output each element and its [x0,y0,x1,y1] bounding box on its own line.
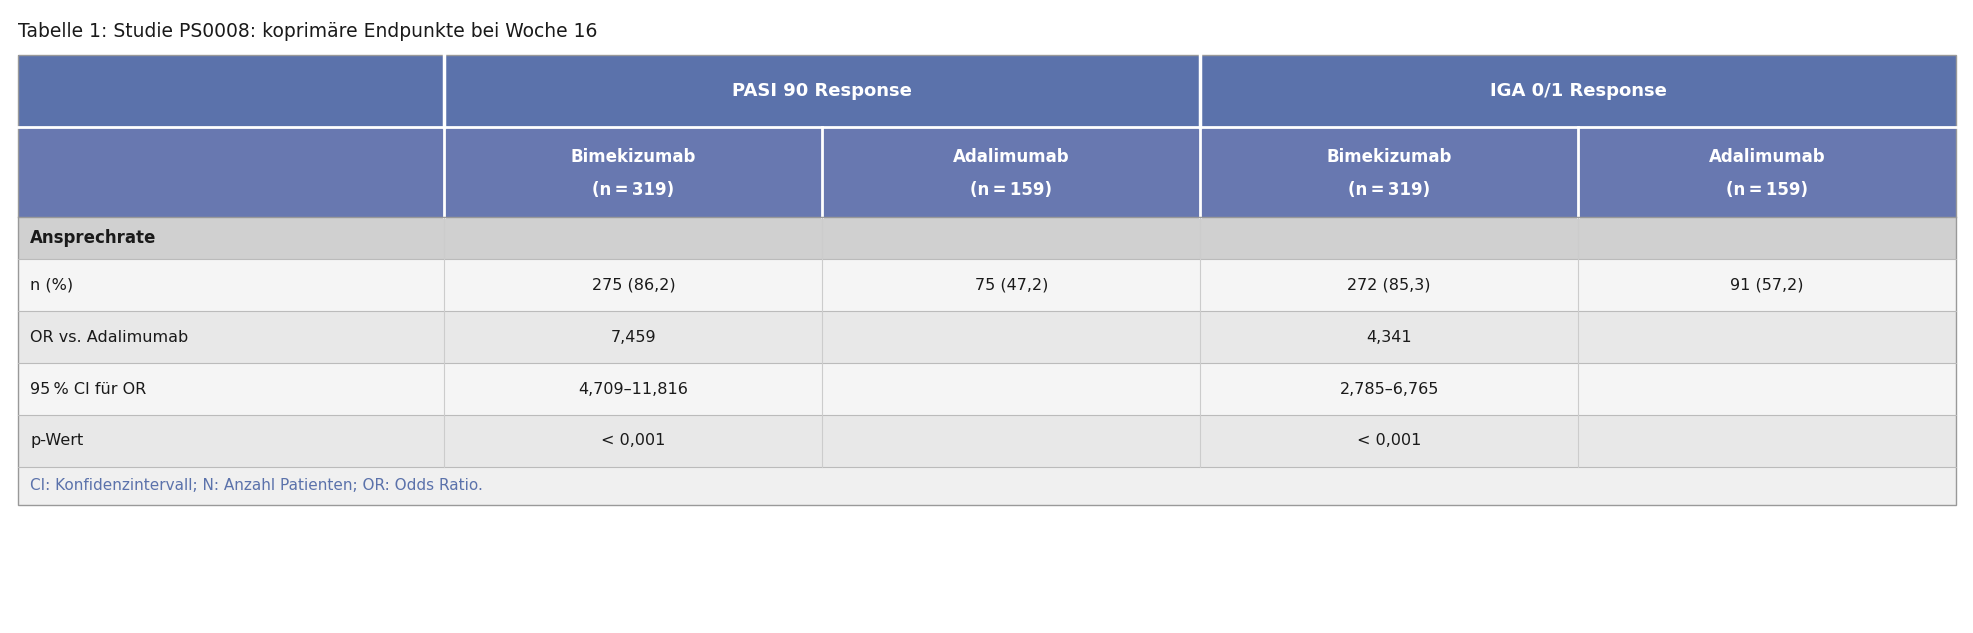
Text: p-Wert: p-Wert [30,434,83,449]
Text: Bimekizumab: Bimekizumab [570,147,696,166]
Bar [18,55,1955,505]
Text: Bimekizumab: Bimekizumab [1326,147,1450,166]
Text: (n = 319): (n = 319) [1348,181,1430,199]
Text: 272 (85,3): 272 (85,3) [1348,277,1430,292]
Text: (n = 319): (n = 319) [592,181,675,199]
Bar [18,259,1955,311]
Bar [18,311,1955,363]
Text: (n = 159): (n = 159) [1724,181,1807,199]
Bar [18,55,444,127]
Text: 2,785–6,765: 2,785–6,765 [1340,382,1438,396]
Text: 91 (57,2): 91 (57,2) [1730,277,1803,292]
Bar [18,415,1955,467]
Bar [823,127,1200,217]
Bar [18,217,1955,259]
Text: (n = 159): (n = 159) [971,181,1052,199]
Text: IGA 0/1 Response: IGA 0/1 Response [1490,82,1665,100]
Text: Tabelle 1: Studie PS0008: koprimäre Endpunkte bei Woche 16: Tabelle 1: Studie PS0008: koprimäre Endp… [18,22,598,41]
Text: CI: Konfidenzintervall; N: Anzahl Patienten; OR: Odds Ratio.: CI: Konfidenzintervall; N: Anzahl Patien… [30,479,483,494]
Bar [18,127,444,217]
Text: 4,709–11,816: 4,709–11,816 [578,382,689,396]
Text: PASI 90 Response: PASI 90 Response [732,82,912,100]
Text: n (%): n (%) [30,277,73,292]
Text: 4,341: 4,341 [1365,330,1411,344]
Text: 95 % CI für OR: 95 % CI für OR [30,382,146,396]
Text: Adalimumab: Adalimumab [1709,147,1825,166]
Text: Adalimumab: Adalimumab [953,147,1069,166]
Text: < 0,001: < 0,001 [1355,434,1421,449]
Bar [1200,55,1955,127]
Text: OR vs. Adalimumab: OR vs. Adalimumab [30,330,187,344]
Text: Ansprechrate: Ansprechrate [30,229,156,247]
Text: 275 (86,2): 275 (86,2) [592,277,675,292]
Bar [18,363,1955,415]
Text: < 0,001: < 0,001 [602,434,665,449]
Bar [444,55,1200,127]
Bar [1576,127,1955,217]
Bar [444,127,823,217]
Bar [18,467,1955,505]
Text: 7,459: 7,459 [610,330,655,344]
Bar [1200,127,1576,217]
Text: 75 (47,2): 75 (47,2) [975,277,1048,292]
